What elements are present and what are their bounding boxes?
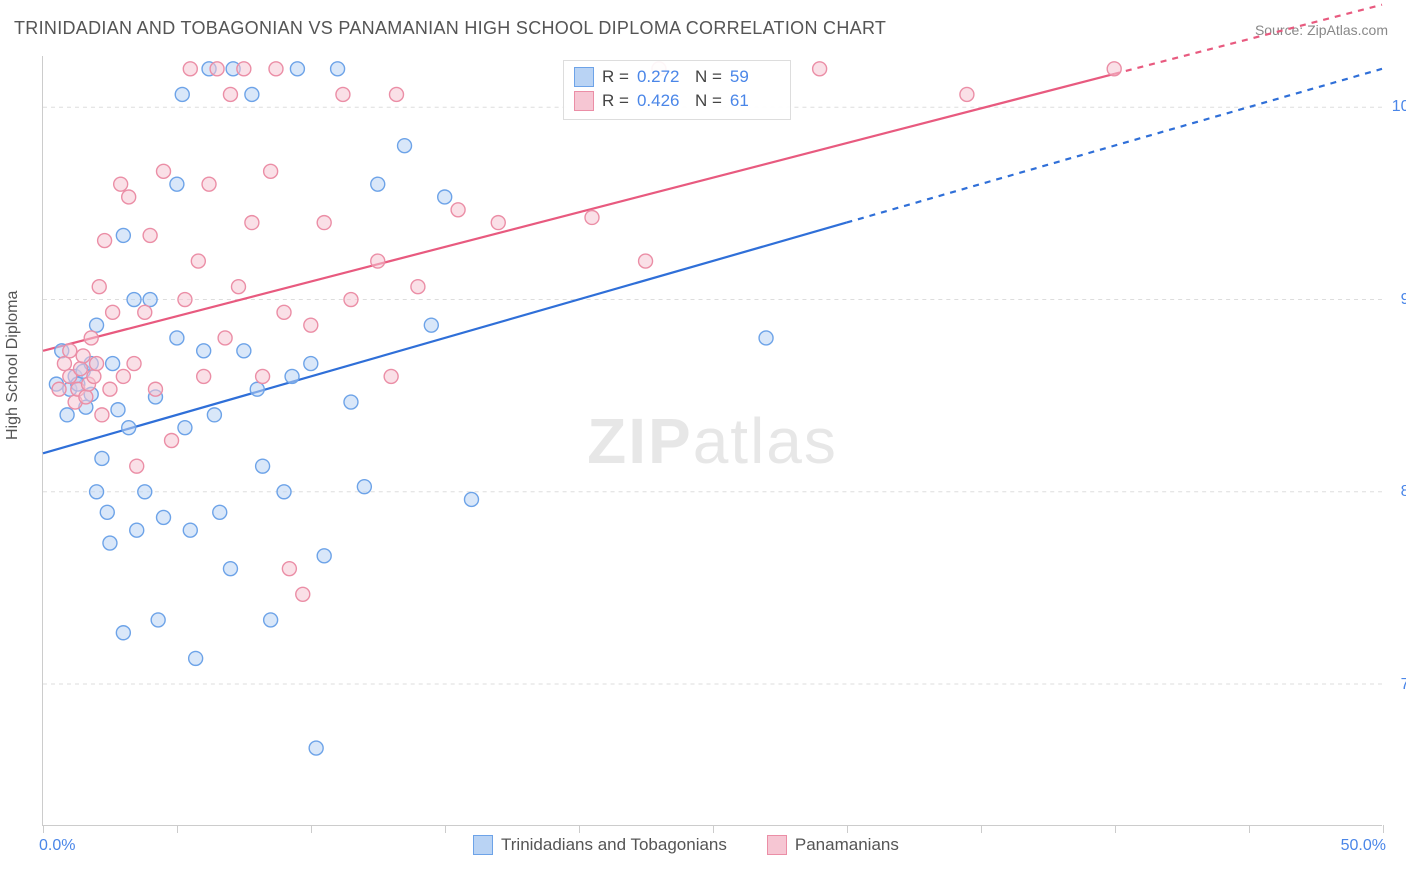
stats-row-series-0: R = 0.272 N = 59 xyxy=(574,65,780,89)
swatch-series-1 xyxy=(574,91,594,111)
r-value-1: 0.426 xyxy=(637,91,687,111)
y-tick-label: 85.0% xyxy=(1386,483,1406,501)
n-label-0: N = xyxy=(695,67,722,87)
n-value-1: 61 xyxy=(730,91,780,111)
x-tick-mark xyxy=(177,825,178,833)
x-tick-mark xyxy=(1115,825,1116,833)
n-value-0: 59 xyxy=(730,67,780,87)
x-tick-mark xyxy=(847,825,848,833)
legend-label-0: Trinidadians and Tobagonians xyxy=(501,835,727,855)
x-axis-min-label: 0.0% xyxy=(39,837,75,855)
y-tick-label: 100.0% xyxy=(1386,98,1406,116)
legend-bottom: Trinidadians and Tobagonians Panamanians xyxy=(473,835,899,855)
x-tick-mark xyxy=(981,825,982,833)
stats-legend-box: R = 0.272 N = 59 R = 0.426 N = 61 xyxy=(563,60,791,120)
x-tick-mark xyxy=(579,825,580,833)
x-tick-mark xyxy=(311,825,312,833)
x-tick-mark xyxy=(43,825,44,833)
stats-row-series-1: R = 0.426 N = 61 xyxy=(574,89,780,113)
legend-swatch-0 xyxy=(473,835,493,855)
r-value-0: 0.272 xyxy=(637,67,687,87)
y-tick-label: 92.5% xyxy=(1386,291,1406,309)
swatch-series-0 xyxy=(574,67,594,87)
x-tick-mark xyxy=(445,825,446,833)
x-axis-max-label: 50.0% xyxy=(1341,837,1386,855)
legend-item-1: Panamanians xyxy=(767,835,899,855)
y-tick-label: 77.5% xyxy=(1386,676,1406,694)
x-tick-mark xyxy=(713,825,714,833)
scatter-svg xyxy=(43,56,1382,825)
source-attribution: Source: ZipAtlas.com xyxy=(1255,22,1388,38)
legend-swatch-1 xyxy=(767,835,787,855)
legend-label-1: Panamanians xyxy=(795,835,899,855)
r-label-1: R = xyxy=(602,91,629,111)
chart-title: TRINIDADIAN AND TOBAGONIAN VS PANAMANIAN… xyxy=(14,18,886,39)
x-tick-mark xyxy=(1383,825,1384,833)
r-label-0: R = xyxy=(602,67,629,87)
y-axis-label: High School Diploma xyxy=(4,291,22,440)
plot-area: ZIPatlas R = 0.272 N = 59 R = 0.426 N = … xyxy=(42,56,1382,826)
n-label-1: N = xyxy=(695,91,722,111)
x-tick-mark xyxy=(1249,825,1250,833)
legend-item-0: Trinidadians and Tobagonians xyxy=(473,835,727,855)
